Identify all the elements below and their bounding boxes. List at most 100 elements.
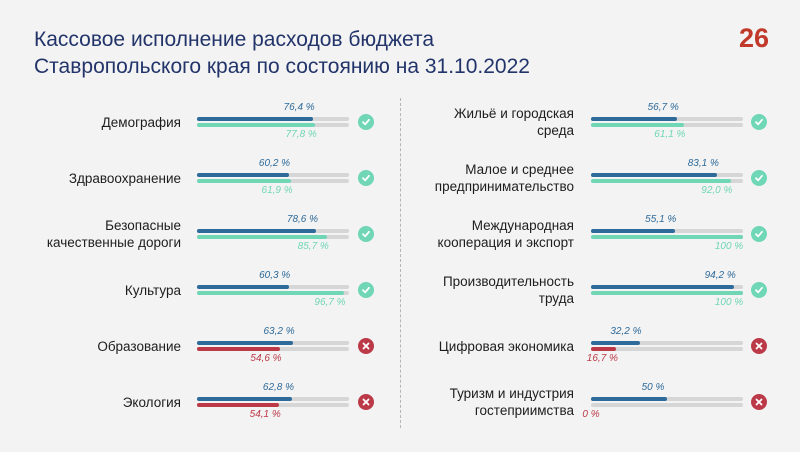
status-indicator xyxy=(358,338,374,354)
category-label-text: Туризм и индустрия гостеприимства xyxy=(449,386,574,418)
top-bar-track xyxy=(197,117,349,121)
top-bar xyxy=(197,173,289,177)
top-value-label: 60,2 % xyxy=(258,158,291,169)
top-value-label: 62,8 % xyxy=(262,382,295,393)
bottom-value-label: 61,9 % xyxy=(261,185,293,196)
category-label: Жильё и городская среда xyxy=(410,94,574,150)
category-label: Туризм и индустрия гостеприимства xyxy=(410,374,574,430)
category-label-text: Безопасные качественные дороги xyxy=(46,218,181,250)
check-icon xyxy=(755,118,763,126)
category-label-text: Культура xyxy=(124,282,181,298)
top-bar-track xyxy=(197,173,349,177)
bottom-bar-track xyxy=(591,403,743,407)
chart-title-line-2: Ставропольского края по состоянию на 31.… xyxy=(34,55,530,78)
category-label: Малое и среднее предпринимательство xyxy=(410,150,574,206)
bottom-bar xyxy=(197,235,328,239)
bottom-value-label: 54,1 % xyxy=(249,409,281,420)
top-bar xyxy=(591,341,640,345)
cross-icon xyxy=(362,398,370,406)
bottom-value-label: 96,7 % xyxy=(314,297,346,308)
top-bar-track xyxy=(197,341,349,345)
category-label-text: Здравоохранение xyxy=(68,170,181,186)
top-bar-track xyxy=(591,117,743,121)
bottom-bar-track xyxy=(197,235,349,239)
check-icon xyxy=(362,286,370,294)
status-indicator xyxy=(358,282,374,298)
bottom-bar-track xyxy=(197,123,349,127)
bottom-bar xyxy=(591,291,743,295)
top-bar-track xyxy=(197,285,349,289)
top-value-label: 76,4 % xyxy=(283,102,315,113)
bottom-value-label: 16,7 % xyxy=(586,353,618,364)
bottom-bar-track xyxy=(197,291,349,295)
category-label-text: Демография xyxy=(101,114,181,130)
bottom-value-label: 85,7 % xyxy=(297,241,329,252)
bottom-bar-track xyxy=(591,235,743,239)
status-indicator xyxy=(751,170,767,186)
top-value-label: 60,3 % xyxy=(259,270,291,281)
bottom-value-label: 0 % xyxy=(582,409,600,420)
region-26-logo-icon: 26 xyxy=(739,23,769,53)
bottom-bar-track xyxy=(197,403,349,407)
top-bar xyxy=(197,397,293,401)
bottom-bar-track xyxy=(591,347,743,351)
bottom-value-label: 100 % xyxy=(714,241,744,252)
top-bar xyxy=(197,341,294,345)
status-indicator xyxy=(358,114,374,130)
bottom-bar xyxy=(591,123,684,127)
top-value-label: 94,2 % xyxy=(704,270,736,281)
top-bar xyxy=(591,285,735,289)
bottom-bar xyxy=(591,179,731,183)
top-bar-track xyxy=(591,341,743,345)
top-bar-track xyxy=(591,285,743,289)
bottom-bar xyxy=(591,347,617,351)
bottom-bar xyxy=(197,179,292,183)
category-label: Здравоохранение xyxy=(0,150,181,206)
top-value-label: 63,2 % xyxy=(263,326,295,337)
status-indicator xyxy=(751,226,767,242)
bottom-bar xyxy=(197,291,344,295)
top-bar xyxy=(197,285,289,289)
category-label: Экология xyxy=(0,374,181,430)
status-indicator xyxy=(358,394,374,410)
top-bar xyxy=(197,117,314,121)
category-label-text: Производительность труда xyxy=(442,274,574,306)
cross-icon xyxy=(362,342,370,350)
top-bar xyxy=(591,117,678,121)
top-bar-track xyxy=(197,229,349,233)
status-indicator xyxy=(358,226,374,242)
bottom-value-label: 77,8 % xyxy=(285,129,317,140)
status-indicator xyxy=(751,394,767,410)
bottom-value-label: 100 % xyxy=(714,297,744,308)
top-bar-track xyxy=(591,397,743,401)
bottom-value-label: 92,0 % xyxy=(701,185,733,196)
bottom-bar xyxy=(197,403,280,407)
category-label: Демография xyxy=(0,94,181,150)
bottom-bar-track xyxy=(591,291,743,295)
top-value-label: 32,2 % xyxy=(610,326,642,337)
check-icon xyxy=(755,230,763,238)
chart-title-line-1: Кассовое исполнение расходов бюджета xyxy=(34,28,435,51)
bottom-bar-track xyxy=(591,179,743,183)
bottom-bar-track xyxy=(197,179,349,183)
category-label: Образование xyxy=(0,318,181,374)
bottom-bar xyxy=(591,235,743,239)
status-indicator xyxy=(358,170,374,186)
top-value-label: 78,6 % xyxy=(286,214,319,225)
category-label-text: Жильё и городская среда xyxy=(454,106,574,138)
status-indicator xyxy=(751,282,767,298)
top-bar xyxy=(197,229,317,233)
category-label-text: Международная кооперация и экспорт xyxy=(437,218,574,250)
category-label-text: Малое и среднее предпринимательство xyxy=(434,162,574,194)
column-divider xyxy=(400,98,401,428)
top-value-label: 50 % xyxy=(641,382,665,393)
category-label: Производительность труда xyxy=(410,262,574,318)
status-indicator xyxy=(751,338,767,354)
category-label: Цифровая экономика xyxy=(410,318,574,374)
category-label: Безопасные качественные дороги xyxy=(0,206,181,262)
category-label-text: Цифровая экономика xyxy=(438,338,574,354)
top-bar-track xyxy=(197,397,349,401)
bottom-bar-track xyxy=(197,347,349,351)
top-bar xyxy=(591,229,675,233)
top-bar-track xyxy=(591,173,743,177)
